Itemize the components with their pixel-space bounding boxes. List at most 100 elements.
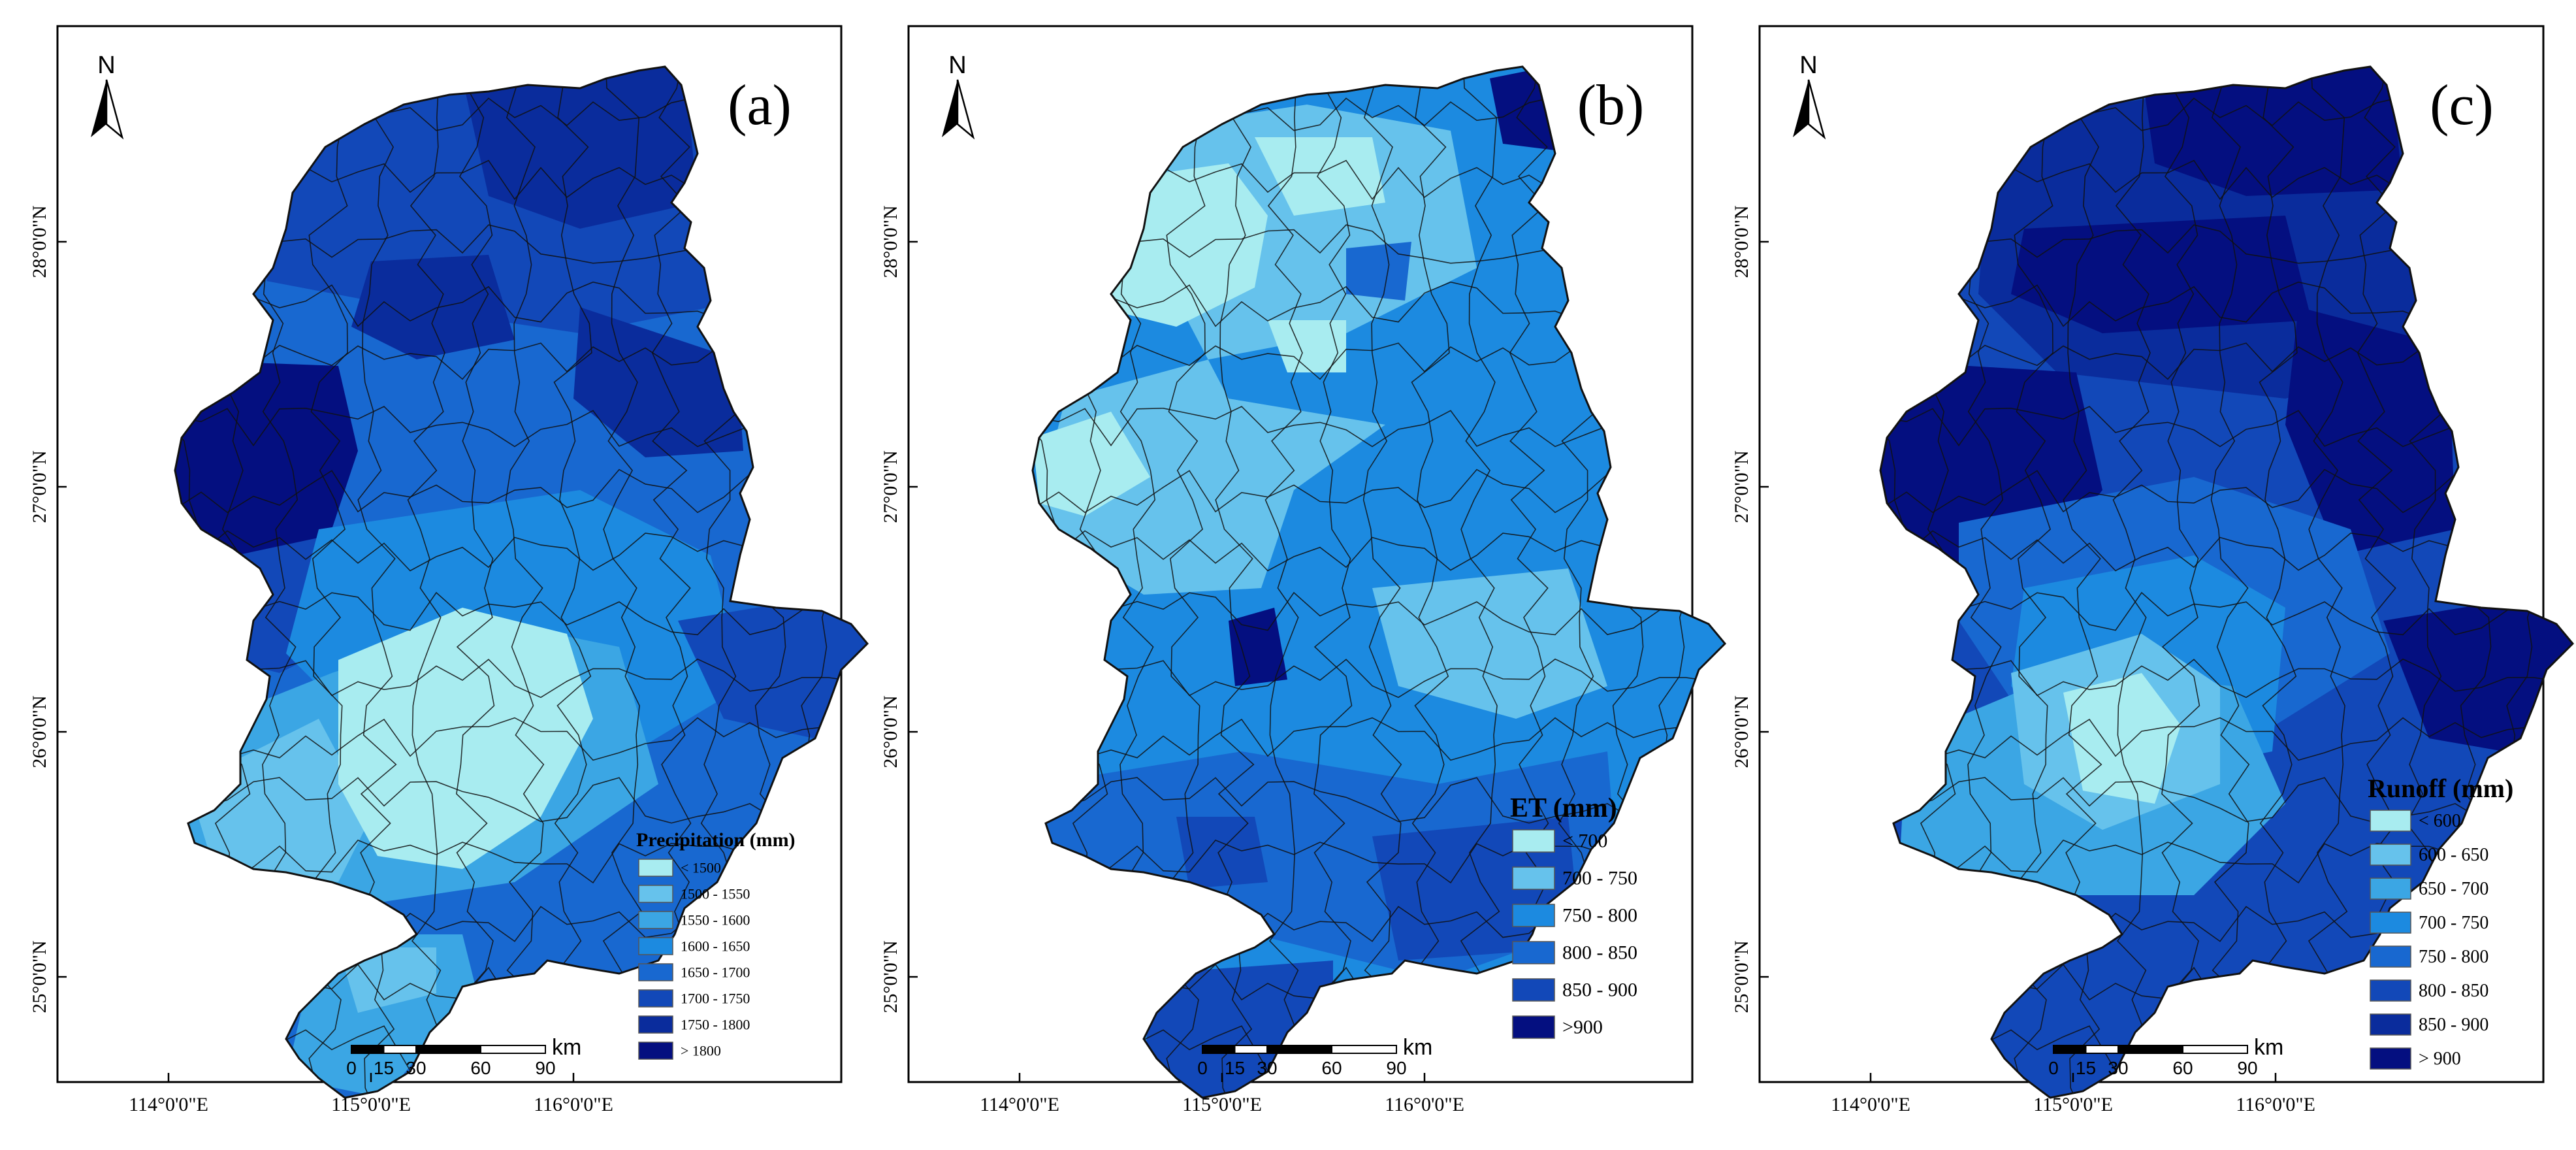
value-region (188, 719, 371, 882)
lat-label: 25°0'0"N (1731, 940, 1752, 1013)
value-region (1346, 242, 1411, 301)
legend-item-label: 1700 - 1750 (681, 990, 750, 1006)
value-region (338, 608, 593, 869)
north-label: N (948, 52, 966, 79)
lat-label: 28°0'0"N (1731, 205, 1752, 278)
legend-item-label: 850 - 900 (1562, 979, 1637, 1001)
legend-swatch (638, 1042, 673, 1060)
legend-title: ET (mm) (1510, 793, 1617, 823)
legend-item-label: 800 - 850 (1562, 942, 1637, 964)
north-arrow-icon (1793, 80, 1809, 137)
lat-label: 28°0'0"N (29, 205, 50, 278)
scale-tick-label: 15 (2076, 1058, 2096, 1078)
lat-label: 26°0'0"N (1731, 695, 1752, 768)
basin-map (1879, 65, 2575, 1099)
panel-letter: (b) (1577, 74, 1645, 137)
value-region (678, 588, 867, 751)
scale-segment (2053, 1045, 2087, 1054)
scale-tick-label: 90 (535, 1058, 555, 1078)
scale-segment (383, 1045, 417, 1054)
legend-swatch (638, 1015, 673, 1034)
legend-item-label: 600 - 650 (2419, 845, 2488, 865)
lon-label: 114°0'0"E (129, 1094, 208, 1115)
value-region (1176, 817, 1268, 889)
lat-label: 25°0'0"N (880, 940, 901, 1013)
legend-swatch (2370, 1047, 2411, 1070)
scale-unit: km (552, 1035, 581, 1060)
basin-outline (1031, 65, 1727, 1099)
value-region (462, 67, 698, 229)
scale-tick-label: 15 (1225, 1058, 1245, 1078)
north-label: N (97, 52, 115, 79)
lat-label: 27°0'0"N (880, 450, 901, 523)
value-region (2142, 67, 2403, 196)
value-region (338, 947, 436, 1013)
scale-tick-label: 30 (2108, 1058, 2128, 1078)
scale-segment (480, 1045, 546, 1054)
north-label: N (1799, 52, 1817, 79)
lon-label: 116°0'0"E (2236, 1094, 2315, 1115)
lon-label: 116°0'0"E (1385, 1094, 1464, 1115)
value-region (1268, 320, 1346, 372)
value-region (1033, 412, 1150, 516)
lat-label: 25°0'0"N (29, 940, 50, 1013)
lon-label: 115°0'0"E (1182, 1094, 1262, 1115)
legend-swatch (2370, 979, 2411, 1002)
scale-tick-label: 60 (470, 1058, 491, 1078)
lat-label: 26°0'0"N (29, 695, 50, 768)
scale-tick-label: 60 (1321, 1058, 1342, 1078)
scale-tick-label: 30 (406, 1058, 426, 1078)
basin-map (1031, 65, 1727, 1099)
north-arrow: N (942, 52, 975, 140)
legend-item-label: < 1500 (681, 859, 721, 876)
map-panel-3: N (c) 28°0'0"N 27°0'0"N 26°0'0"N 25°0'0"N 114°… (1731, 25, 2575, 1115)
legend-swatch (638, 911, 673, 929)
legend-swatch (2370, 810, 2411, 832)
north-arrow-icon (105, 79, 124, 140)
legend-item-label: < 700 (1562, 830, 1607, 852)
lon-label: 114°0'0"E (1831, 1094, 1910, 1115)
legend-swatch (1512, 829, 1555, 853)
legend-item-label: 700 - 750 (2419, 913, 2488, 933)
legend-title: Precipitation (mm) (636, 829, 796, 851)
legend-item-label: >900 (1562, 1017, 1603, 1038)
legend-item-label: 1750 - 1800 (681, 1016, 750, 1032)
legend-swatch (2370, 1013, 2411, 1036)
legend-item-label: 800 - 850 (2419, 981, 2488, 1001)
north-arrow-icon (1807, 79, 1826, 140)
north-arrow-icon (942, 80, 958, 137)
scale-segment (2085, 1045, 2119, 1054)
scale-segment (351, 1045, 385, 1054)
legend-swatch (2370, 878, 2411, 900)
legend-swatch (2370, 844, 2411, 866)
legend-swatch (1512, 941, 1555, 964)
scale-segment (1331, 1045, 1397, 1054)
scale-tick-label: 0 (2048, 1058, 2059, 1078)
legend-item-label: > 1800 (681, 1042, 721, 1059)
legend-item-label: 700 - 750 (1562, 868, 1637, 889)
legend-swatch (2370, 945, 2411, 968)
scale-tick-label: 30 (1257, 1058, 1277, 1078)
scale-unit: km (2254, 1035, 2283, 1060)
value-region (573, 307, 743, 457)
legend-item-label: > 900 (2419, 1049, 2461, 1069)
legend-item-label: 750 - 800 (1562, 905, 1637, 927)
legend-item-label: 1550 - 1600 (681, 912, 750, 928)
map-panel-1: N (a) 28°0'0"N 27°0'0"N 26°0'0"N 25°0'0"N 114°… (29, 25, 869, 1115)
lat-label: 28°0'0"N (880, 205, 901, 278)
panel-letter: (a) (728, 74, 792, 137)
legend-swatch (638, 885, 673, 903)
value-region (2063, 673, 2181, 804)
lat-label: 26°0'0"N (880, 695, 901, 768)
legend-item-label: 1500 - 1550 (681, 885, 750, 902)
legend-swatch (2370, 912, 2411, 934)
legend-swatch (1512, 904, 1555, 927)
value-region (1255, 137, 1385, 216)
panel-letter: (c) (2430, 74, 2494, 137)
lon-label: 114°0'0"E (980, 1094, 1059, 1115)
value-region (175, 359, 358, 575)
value-region (1372, 568, 1607, 719)
